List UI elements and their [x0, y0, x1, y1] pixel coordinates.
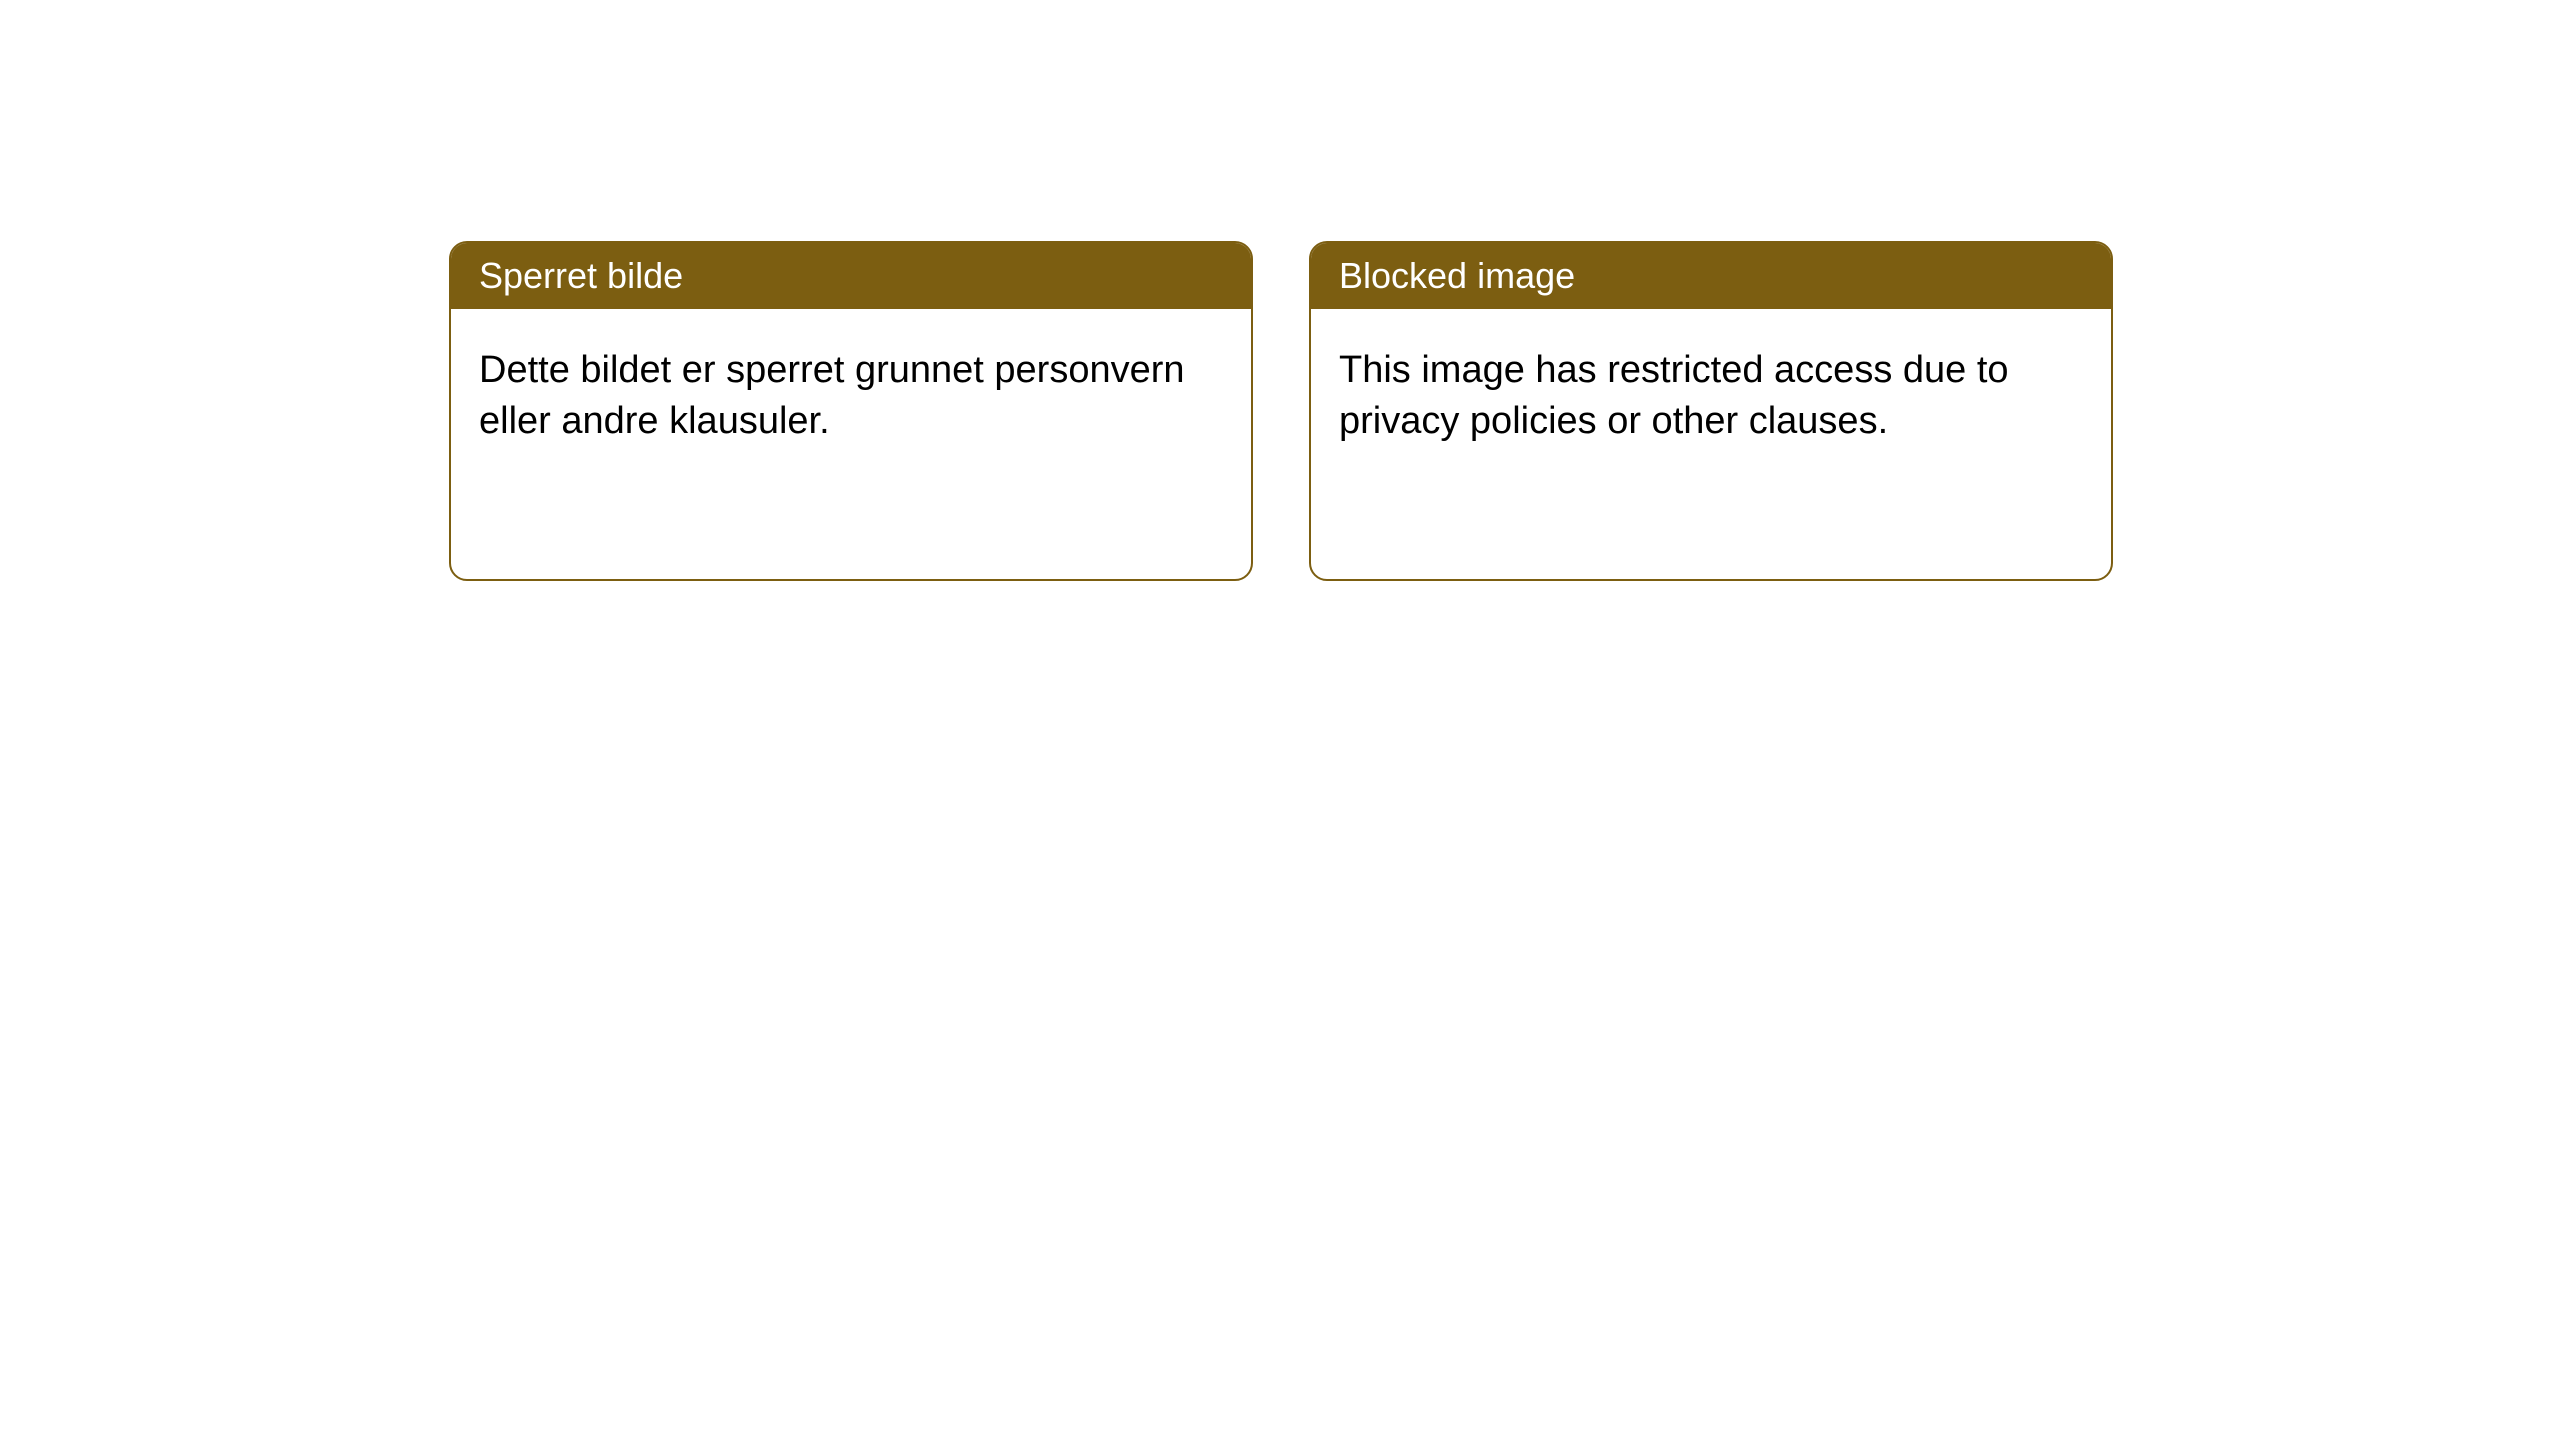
notice-title: Blocked image [1339, 255, 1575, 296]
notice-card-english: Blocked image This image has restricted … [1309, 241, 2113, 581]
notice-body-text: Dette bildet er sperret grunnet personve… [479, 349, 1185, 442]
notice-container: Sperret bilde Dette bildet er sperret gr… [0, 0, 2560, 581]
notice-body-text: This image has restricted access due to … [1339, 349, 2009, 442]
notice-title: Sperret bilde [479, 255, 683, 296]
notice-card-norwegian: Sperret bilde Dette bildet er sperret gr… [449, 241, 1253, 581]
notice-card-header: Sperret bilde [451, 243, 1251, 309]
notice-card-body: Dette bildet er sperret grunnet personve… [451, 309, 1251, 579]
notice-card-header: Blocked image [1311, 243, 2111, 309]
notice-card-body: This image has restricted access due to … [1311, 309, 2111, 579]
